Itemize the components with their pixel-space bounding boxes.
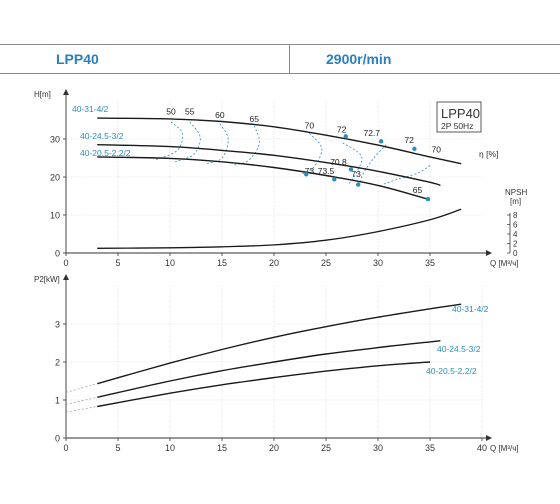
efficiency-label: 72 xyxy=(337,125,347,135)
head-curve-40-24.5-3/2 xyxy=(97,144,441,187)
power-curve-40-24.5-3/2 xyxy=(97,340,441,398)
head-series-label: 40-20.5-2.2/2 xyxy=(80,148,131,158)
power-x-tick-label: 20 xyxy=(269,443,279,453)
head-series-label: 40-31-4/2 xyxy=(72,104,109,114)
power-y-tick-label: 2 xyxy=(55,358,60,368)
power-curve-extension xyxy=(65,396,98,405)
efficiency-label: 50 xyxy=(166,106,176,116)
header-divider xyxy=(289,45,290,73)
power-curve-40-31-4/2 xyxy=(97,303,462,385)
legend-box-subtitle: 2P 50Hz xyxy=(441,121,473,131)
efficiency-point xyxy=(343,134,348,139)
power-series-label: 40-31-4/2 xyxy=(452,304,489,314)
power-y-tick-label: 3 xyxy=(55,320,60,330)
power-x-tick-label: 40 xyxy=(477,443,487,453)
legend-box-title: LPP40 xyxy=(441,106,480,121)
head-x-tick-label: 5 xyxy=(115,258,120,268)
head-series-label: 40-24.5-3/2 xyxy=(80,131,124,141)
power-x-tick-label: 10 xyxy=(165,443,175,453)
efficiency-iso-line xyxy=(155,121,184,161)
efficiency-point xyxy=(348,167,354,172)
efficiency-point xyxy=(304,172,309,177)
head-y-tick-label: 30 xyxy=(50,135,60,145)
head-y-arrow xyxy=(63,89,69,95)
efficiency-label: 70 xyxy=(432,144,442,154)
power-series-label: 40-24.5-3/2 xyxy=(437,344,481,354)
power-y-axis-label: P2[kW] xyxy=(34,275,60,284)
power-curve-extension xyxy=(65,383,98,393)
head-y-tick-label: 10 xyxy=(50,211,60,221)
power-x-tick-label: 0 xyxy=(63,443,68,453)
power-curve-40-20.5-2.2/2 xyxy=(97,361,431,408)
npsh-tick-label: 2 xyxy=(513,240,518,249)
npsh-tick-label: 0 xyxy=(513,249,518,258)
head-x-tick-label: 15 xyxy=(217,258,227,268)
head-curve-40-20.5-2.2/2 xyxy=(97,156,431,201)
head-x-tick-label: 10 xyxy=(165,258,175,268)
power-x-arrow xyxy=(486,435,492,441)
power-y-arrow xyxy=(63,274,69,280)
power-x-tick-label: 30 xyxy=(373,443,383,453)
head-x-tick-label: 25 xyxy=(321,258,331,268)
npsh-tick-label: 4 xyxy=(513,230,518,239)
efficiency-point xyxy=(378,139,384,144)
efficiency-iso-line xyxy=(359,144,387,183)
npsh-tick-label: 6 xyxy=(513,221,518,230)
efficiency-point xyxy=(356,182,361,187)
head-x-tick-label: 30 xyxy=(373,258,383,268)
npsh-curve xyxy=(97,208,462,249)
power-y-tick-label: 1 xyxy=(55,396,60,406)
speed-value: 2900r/min xyxy=(326,51,392,67)
efficiency-axis-label: η [%] xyxy=(479,149,498,159)
head-curve-40-31-4/2 xyxy=(97,117,462,165)
efficiency-label: 72.7 xyxy=(363,128,380,138)
efficiency-point xyxy=(412,146,417,152)
efficiency-iso-line xyxy=(382,165,431,185)
head-x-axis-label: Q [M³/ч] xyxy=(490,259,519,268)
head-y-tick-label: 0 xyxy=(55,249,60,259)
power-curve-extension xyxy=(65,406,98,413)
efficiency-point xyxy=(332,177,337,182)
power-x-axis-label: Q [M³/ч] xyxy=(490,444,519,453)
efficiency-label: 70.8 xyxy=(330,157,347,167)
power-x-tick-label: 5 xyxy=(115,443,120,453)
head-y-tick-label: 20 xyxy=(50,173,60,183)
power-x-tick-label: 15 xyxy=(217,443,227,453)
head-x-tick-label: 0 xyxy=(63,258,68,268)
npsh-unit: [m] xyxy=(510,197,521,206)
legend-box-frame xyxy=(436,101,482,133)
head-y-axis-label: H[m] xyxy=(34,90,51,99)
head-x-tick-label: 20 xyxy=(269,258,279,268)
efficiency-label: 65 xyxy=(413,185,423,195)
efficiency-iso-line xyxy=(206,123,229,165)
efficiency-point xyxy=(425,196,431,202)
power-x-tick-label: 25 xyxy=(321,443,331,453)
model-name: LPP40 xyxy=(56,51,99,67)
efficiency-label: 70 xyxy=(305,120,315,130)
power-x-tick-label: 35 xyxy=(425,443,435,453)
head-x-arrow xyxy=(486,250,492,256)
efficiency-iso-line xyxy=(232,125,260,166)
npsh-tick-label: 8 xyxy=(513,211,518,220)
efficiency-label: 73 xyxy=(305,166,315,176)
npsh-label: NPSH xyxy=(505,188,527,197)
efficiency-label: 73.5 xyxy=(318,166,335,176)
head-x-tick-label: 35 xyxy=(425,258,435,268)
efficiency-label: 73 xyxy=(351,169,361,179)
header-bar: LPP40 2900r/min xyxy=(0,44,560,74)
efficiency-label: 65 xyxy=(250,114,260,124)
efficiency-label: 72 xyxy=(404,135,414,145)
efficiency-label: 55 xyxy=(185,106,195,116)
power-y-tick-label: 0 xyxy=(55,434,60,444)
efficiency-label: 60 xyxy=(215,110,225,120)
power-series-label: 40-20.5-2.2/2 xyxy=(426,366,477,376)
